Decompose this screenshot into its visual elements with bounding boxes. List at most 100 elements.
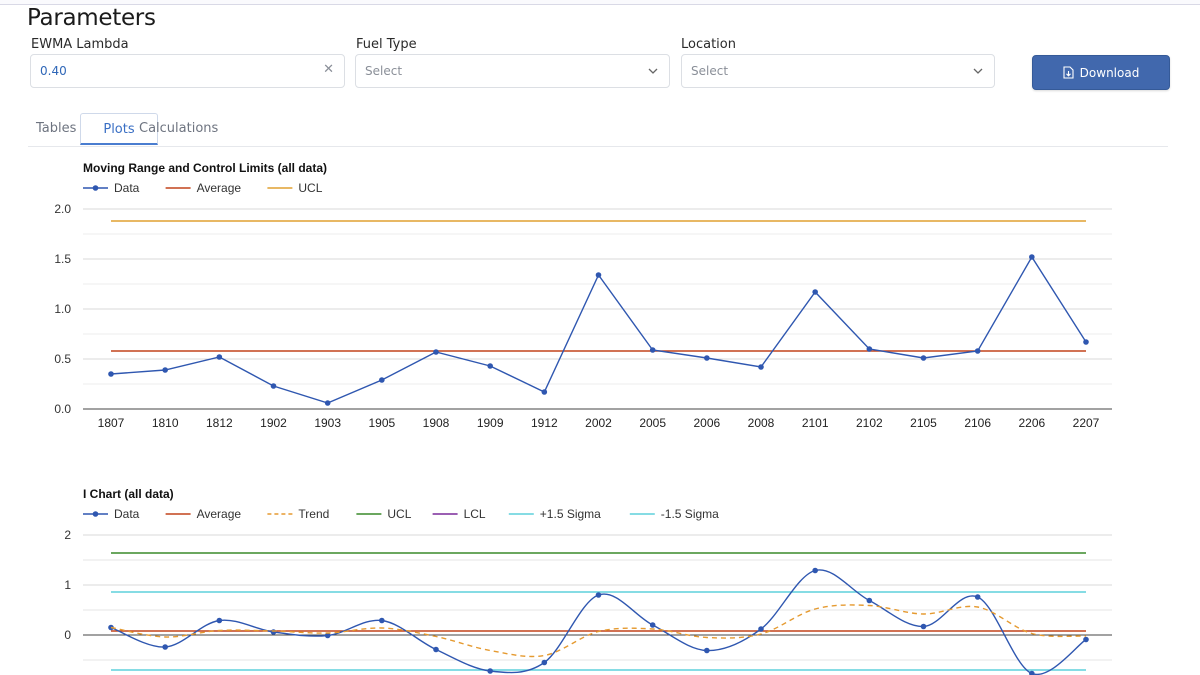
data-point [270, 383, 277, 389]
data-point [324, 632, 331, 639]
data-point [920, 623, 927, 630]
legend-label: Trend [298, 507, 329, 521]
clear-icon[interactable]: ✕ [323, 62, 334, 77]
legend-item: Data [83, 507, 140, 521]
page-title: Parameters [27, 5, 156, 31]
tab-plots[interactable]: Plots [80, 113, 158, 145]
data-point [1083, 636, 1089, 643]
series-line-trend [110, 604, 1087, 658]
data-point [270, 629, 277, 635]
legend-label: Average [197, 181, 242, 195]
y-tick-label: 0 [64, 628, 71, 642]
download-button[interactable]: Download [1032, 55, 1170, 90]
data-point [595, 592, 602, 598]
y-tick-label: 2.0 [54, 202, 71, 216]
data-point [487, 668, 493, 674]
data-point [379, 377, 385, 383]
data-point [1029, 254, 1035, 260]
legend-item: UCL [267, 181, 323, 195]
x-tick-label: 2102 [856, 416, 883, 430]
lambda-label: EWMA Lambda [31, 37, 129, 52]
chevron-down-icon[interactable] [972, 65, 984, 77]
series-line-data [110, 255, 1087, 404]
data-point [216, 617, 223, 624]
data-point [920, 355, 927, 361]
data-point [379, 617, 385, 624]
legend-item: Data [83, 181, 140, 195]
fuel-type-label: Fuel Type [356, 37, 417, 52]
data-point [487, 363, 493, 369]
legend-label: UCL [387, 507, 411, 521]
data-point [1029, 670, 1035, 675]
data-point [649, 347, 656, 353]
fuel-type-placeholder: Select [365, 64, 403, 78]
x-tick-label: 2002 [585, 416, 612, 430]
data-point [812, 289, 818, 295]
data-point [758, 626, 764, 632]
x-tick-label: 2005 [639, 416, 666, 430]
x-tick-label: 1909 [477, 416, 504, 430]
location-placeholder: Select [691, 64, 729, 78]
legend-item: Average [165, 507, 242, 521]
data-point [704, 355, 710, 361]
legend-marker [92, 185, 99, 191]
legend-item: UCL [356, 507, 412, 521]
legend-label: UCL [298, 181, 322, 195]
y-tick-label: 1.0 [54, 302, 71, 316]
legend-item: LCL [432, 507, 486, 521]
location-label: Location [681, 37, 736, 52]
series-line-data [110, 569, 1087, 675]
fuel-type-select[interactable]: Select [355, 54, 670, 88]
x-tick-label: 1902 [260, 416, 287, 430]
legend-item: +1.5 Sigma [508, 507, 601, 521]
data-point [108, 624, 114, 631]
chart-title: I Chart (all data) [83, 487, 174, 501]
i-chart: I Chart (all data) Data Average Trend UCL LCL… [64, 487, 1112, 675]
data-point [433, 349, 439, 355]
data-point [541, 659, 548, 666]
data-point [866, 346, 873, 352]
x-tick-label: 2105 [910, 416, 937, 430]
data-point [704, 647, 710, 654]
lambda-input[interactable]: 0.40 ✕ [30, 54, 345, 88]
legend-marker [92, 511, 99, 517]
y-tick-label: 2 [64, 528, 71, 542]
data-point [758, 364, 764, 370]
legend-item: Trend [267, 507, 329, 521]
tab-calculations[interactable]: Calculations [139, 121, 219, 136]
x-tick-label: 2106 [964, 416, 991, 430]
file-download-icon [1063, 66, 1074, 79]
legend-label: Data [114, 181, 140, 195]
chevron-down-icon[interactable] [647, 65, 659, 77]
x-tick-label: 1903 [314, 416, 341, 430]
tab-bar: Tables Plots Calculations [28, 113, 1168, 147]
x-tick-label: 2006 [693, 416, 720, 430]
y-tick-label: 0.5 [54, 352, 71, 366]
data-point [595, 272, 602, 278]
legend-label: -1.5 Sigma [661, 507, 719, 521]
data-point [162, 644, 168, 650]
data-point [216, 354, 223, 360]
x-tick-label: 2206 [1018, 416, 1045, 430]
download-label: Download [1079, 65, 1140, 80]
lambda-value[interactable]: 0.40 [40, 64, 67, 78]
data-point [812, 567, 818, 574]
x-tick-label: 2207 [1073, 416, 1100, 430]
y-tick-label: 1 [64, 578, 71, 592]
legend-item: Average [165, 181, 242, 195]
data-point [108, 371, 114, 377]
data-point [324, 400, 331, 406]
x-tick-label: 2101 [802, 416, 829, 430]
legend-label: LCL [464, 507, 486, 521]
data-point [541, 389, 548, 395]
legend-item: -1.5 Sigma [629, 507, 719, 521]
moving-range-chart: Moving Range and Control Limits (all dat… [54, 161, 1112, 430]
legend-label: Average [197, 507, 242, 521]
chart-title: Moving Range and Control Limits (all dat… [83, 161, 327, 175]
location-select[interactable]: Select [681, 54, 995, 88]
tab-tables[interactable]: Tables [36, 121, 77, 136]
legend-label: Data [114, 507, 140, 521]
y-tick-label: 1.5 [54, 252, 71, 266]
y-tick-label: 0.0 [54, 402, 71, 416]
